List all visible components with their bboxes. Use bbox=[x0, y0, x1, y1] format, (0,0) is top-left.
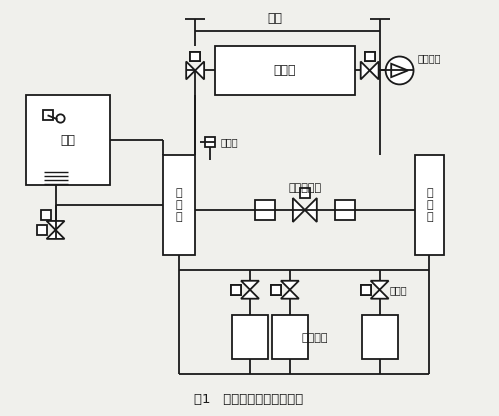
Bar bbox=[362, 314, 398, 359]
Text: 压差旁通阀: 压差旁通阀 bbox=[288, 183, 321, 193]
Bar bbox=[40, 210, 50, 220]
Bar bbox=[231, 285, 241, 295]
Bar bbox=[300, 188, 310, 198]
Bar bbox=[232, 314, 268, 359]
Bar bbox=[255, 200, 275, 220]
Polygon shape bbox=[391, 64, 408, 77]
Polygon shape bbox=[371, 281, 389, 290]
Text: 集
水
箱: 集 水 箱 bbox=[176, 188, 183, 222]
Text: 图1   改造前空调冷冻水系统: 图1 改造前空调冷冻水系统 bbox=[195, 393, 303, 406]
Bar bbox=[231, 285, 241, 295]
Bar bbox=[205, 137, 215, 147]
Polygon shape bbox=[46, 230, 64, 239]
Polygon shape bbox=[281, 281, 299, 290]
Polygon shape bbox=[195, 62, 204, 79]
Bar bbox=[365, 52, 375, 62]
Polygon shape bbox=[46, 221, 64, 230]
Bar bbox=[361, 285, 371, 295]
Text: 末端设备: 末端设备 bbox=[301, 332, 328, 342]
Text: 冷冻水泵: 冷冻水泵 bbox=[418, 54, 441, 64]
Polygon shape bbox=[370, 62, 379, 79]
Bar bbox=[335, 200, 355, 220]
Polygon shape bbox=[241, 281, 259, 290]
Bar bbox=[272, 314, 308, 359]
Bar bbox=[365, 52, 375, 62]
Polygon shape bbox=[361, 62, 370, 79]
Text: 排气口: 排气口 bbox=[220, 137, 238, 147]
Text: 主机: 主机 bbox=[267, 12, 282, 25]
Polygon shape bbox=[305, 198, 317, 222]
Bar bbox=[215, 45, 355, 95]
Bar bbox=[271, 285, 281, 295]
Text: 蒸发器: 蒸发器 bbox=[273, 64, 296, 77]
Bar bbox=[415, 155, 445, 255]
Bar bbox=[42, 110, 52, 120]
Bar bbox=[271, 285, 281, 295]
Bar bbox=[25, 95, 110, 185]
Text: 水箱: 水箱 bbox=[60, 134, 75, 147]
Circle shape bbox=[386, 57, 414, 84]
Polygon shape bbox=[186, 62, 195, 79]
Polygon shape bbox=[281, 290, 299, 299]
Polygon shape bbox=[293, 198, 305, 222]
Bar bbox=[361, 285, 371, 295]
Text: 分
水
箱: 分 水 箱 bbox=[426, 188, 433, 222]
Polygon shape bbox=[241, 290, 259, 299]
Text: 电动阀: 电动阀 bbox=[390, 285, 407, 295]
Bar bbox=[163, 155, 195, 255]
Polygon shape bbox=[371, 290, 389, 299]
Bar bbox=[190, 52, 200, 62]
Bar bbox=[190, 52, 200, 62]
Bar bbox=[36, 225, 46, 235]
